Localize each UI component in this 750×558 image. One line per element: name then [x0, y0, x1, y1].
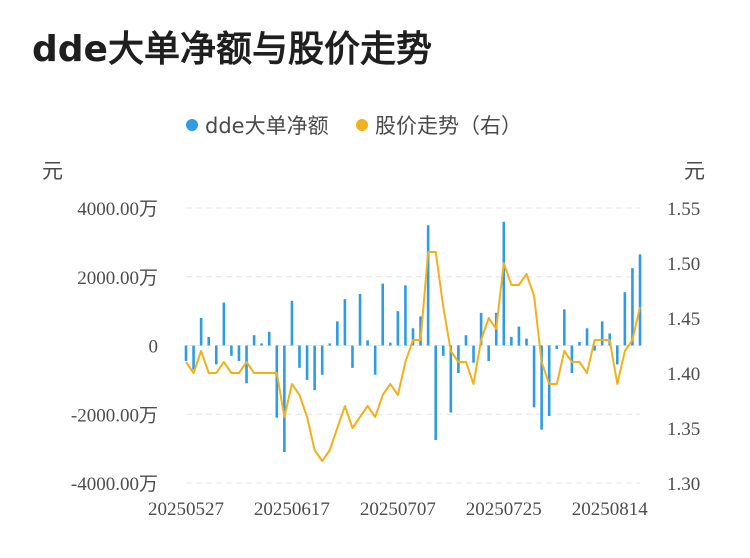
- x-tick-label: 20250725: [466, 499, 542, 520]
- dde-bar: [328, 343, 332, 346]
- dde-bar: [366, 340, 369, 346]
- dde-bar: [275, 345, 279, 418]
- dde-bar: [532, 345, 536, 408]
- dde-bar: [449, 345, 453, 413]
- dde-bar: [525, 338, 528, 346]
- left-tick-label: 2000.00万: [77, 268, 158, 289]
- dde-bar: [631, 268, 634, 346]
- dde-bar: [313, 345, 316, 391]
- dde-bar: [479, 312, 483, 346]
- chart-title: dde大单净额与股价走势: [32, 29, 432, 70]
- right-tick-label: 1.45: [667, 309, 700, 330]
- left-tick-label: 0: [149, 337, 159, 358]
- dde-bar: [510, 336, 513, 346]
- dde-bar: [517, 326, 521, 346]
- right-tick-label: 1.35: [667, 419, 700, 440]
- dde-bar: [593, 345, 596, 351]
- x-axis-ticks: 20250527 20250617 20250707 20250725 20250814: [148, 499, 648, 520]
- dde-bar: [252, 335, 256, 346]
- dde-bar: [381, 283, 385, 346]
- dde-bar: [358, 293, 362, 346]
- dde-bar: [502, 221, 506, 346]
- dde-bar: [230, 345, 233, 356]
- dde-bar: [464, 335, 468, 346]
- dde-bar: [373, 345, 377, 375]
- right-tick-label: 1.55: [667, 199, 700, 220]
- dde-bar: [547, 345, 551, 416]
- dde-bar: [305, 345, 309, 380]
- dde-bar: [616, 345, 619, 365]
- dde-bar: [585, 328, 589, 346]
- dde-bar: [563, 309, 566, 346]
- price-line-path: [185, 251, 641, 462]
- dde-bar: [389, 342, 392, 346]
- dde-bar: [411, 328, 415, 346]
- dde-bar: [404, 285, 407, 346]
- dde-bar: [434, 345, 437, 441]
- right-tick-label: 1.30: [667, 474, 700, 495]
- left-tick-label: 4000.00万: [77, 199, 158, 220]
- dde-bar: [222, 302, 226, 346]
- dde-bar: [623, 292, 627, 346]
- x-tick-label: 20250814: [572, 499, 649, 520]
- x-tick-label: 20250707: [360, 499, 436, 520]
- legend-marker-price: [356, 119, 368, 131]
- dde-bar: [199, 318, 203, 346]
- dde-bar: [267, 331, 271, 346]
- left-tick-label: -4000.00万: [71, 474, 158, 495]
- dde-bars: [184, 221, 642, 453]
- dde-bar: [540, 345, 543, 430]
- x-tick-label: 20250527: [148, 499, 224, 520]
- x-tick-label: 20250617: [254, 499, 330, 520]
- dde-bar: [192, 345, 195, 370]
- price-line: [185, 251, 641, 462]
- dde-bar: [472, 345, 475, 363]
- dde-bar: [638, 254, 642, 346]
- dde-bar: [396, 311, 400, 346]
- dde-bar: [336, 321, 339, 346]
- dde-bar: [260, 343, 263, 346]
- dde-bar: [207, 336, 210, 346]
- dde-bar: [184, 345, 188, 361]
- left-axis-unit: 元: [42, 159, 63, 183]
- dde-bar: [214, 345, 218, 365]
- legend-label-dde: dde大单净额: [205, 114, 329, 138]
- right-tick-label: 1.50: [667, 254, 700, 275]
- right-axis-unit: 元: [684, 159, 705, 183]
- dde-bar: [343, 299, 347, 346]
- dde-bar: [570, 345, 574, 373]
- dde-bar: [578, 342, 581, 346]
- dde-bar: [283, 345, 286, 453]
- dde-bar: [320, 345, 324, 375]
- dde-bar: [237, 345, 241, 361]
- right-tick-label: 1.40: [667, 364, 700, 385]
- dde-bar: [457, 345, 460, 373]
- left-tick-label: -2000.00万: [71, 405, 158, 426]
- dde-bar: [487, 345, 490, 361]
- dde-bar: [600, 321, 604, 346]
- left-axis-ticks: 4000.00万 2000.00万 0 -2000.00万 -4000.00万: [71, 199, 158, 495]
- right-axis-ticks: 1.55 1.50 1.45 1.40 1.35 1.30: [667, 199, 700, 495]
- dde-bar: [298, 345, 301, 368]
- dde-bar: [555, 345, 559, 349]
- legend-label-price: 股价走势（右）: [375, 114, 522, 138]
- dde-bar: [245, 345, 248, 384]
- dde-bar: [441, 345, 445, 356]
- dde-bar: [290, 300, 294, 346]
- legend: dde大单净额 股价走势（右）: [186, 114, 522, 138]
- legend-marker-dde: [186, 119, 198, 131]
- dde-bar: [426, 225, 430, 346]
- dde-bar: [351, 345, 354, 368]
